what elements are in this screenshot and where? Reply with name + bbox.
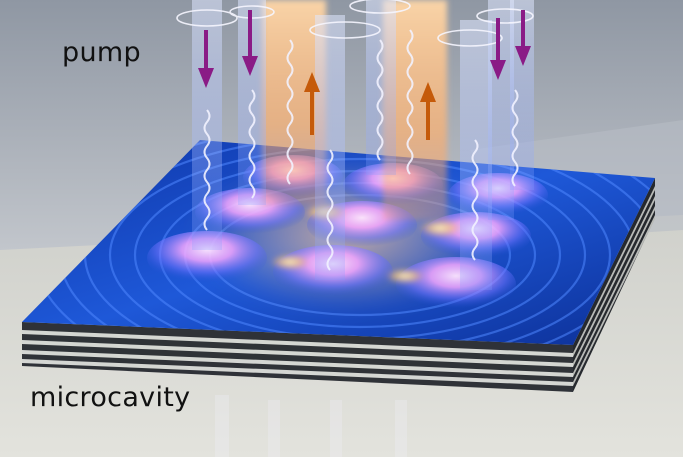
up-arrow-icon (304, 72, 320, 135)
pump-label: pump (62, 37, 141, 68)
wave-line (376, 39, 384, 161)
condensate-peak (396, 257, 516, 311)
wave-line (203, 109, 211, 231)
spiral (309, 21, 381, 39)
microcavity-label: microcavity (30, 382, 191, 413)
wave-lines (203, 29, 519, 271)
spiral (476, 8, 534, 24)
pump-beam (366, 0, 396, 175)
down-arrow-icon (490, 18, 506, 80)
cavity-layers (22, 178, 655, 392)
floor-reflections (215, 395, 407, 457)
emission-arrows (304, 72, 436, 140)
polarization-spirals (176, 0, 534, 47)
spiral (437, 29, 503, 47)
up-arrow-icon (420, 82, 436, 140)
pump-beam (315, 15, 345, 280)
down-arrow-icon (515, 10, 531, 66)
pump-beam (460, 20, 492, 290)
pump-arrows (198, 10, 531, 88)
condensate-peak (147, 231, 267, 285)
wave-line (248, 89, 256, 199)
wave-line (326, 149, 334, 271)
wave-line (406, 29, 414, 175)
wave-line (511, 89, 519, 187)
spiral (176, 9, 238, 27)
wave-line (471, 139, 479, 261)
down-arrow-icon (242, 10, 258, 76)
spiral (349, 0, 411, 14)
wave-line (286, 39, 294, 185)
down-arrow-icon (198, 30, 214, 88)
